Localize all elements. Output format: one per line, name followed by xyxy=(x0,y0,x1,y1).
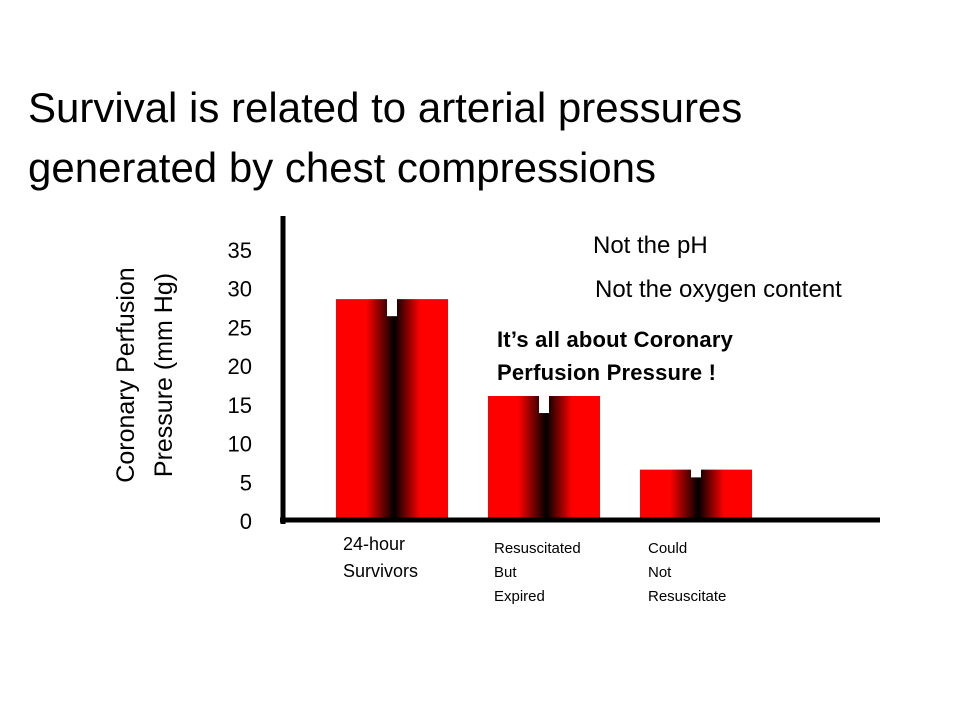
category-label: Could Not Resuscitate xyxy=(648,540,726,605)
bar-notch xyxy=(691,469,701,478)
y-tick-label: 30 xyxy=(228,277,252,302)
category-label-line: 24-hour xyxy=(343,534,405,554)
category-label-line: Expired xyxy=(494,588,545,605)
category-label-line: Resuscitated xyxy=(494,540,581,557)
y-tick-label: 15 xyxy=(228,393,252,418)
bar xyxy=(640,469,752,520)
category-label: 24-hour Survivors xyxy=(343,534,418,581)
y-tick-label: 35 xyxy=(228,238,252,263)
bar-notch xyxy=(387,298,397,317)
y-tick-label: 25 xyxy=(228,315,252,340)
y-tick-label: 20 xyxy=(228,354,252,379)
y-tick-label: 10 xyxy=(228,432,252,457)
slide-title-line-1: Survival is related to arterial pressure… xyxy=(28,84,743,131)
y-tick-label: 0 xyxy=(240,509,252,534)
y-axis-label-line-1: Coronary Perfusion xyxy=(112,267,140,482)
y-axis-label-line-2: Pressure (mm Hg) xyxy=(150,273,178,477)
note-not-ph: Not the pH xyxy=(593,232,708,259)
slide-title: Survival is related to arterial pressure… xyxy=(28,78,928,198)
category-label-line: Survivors xyxy=(343,561,418,581)
category-label-line: Could xyxy=(648,540,687,557)
emphasis-note-line-1: It’s all about Coronary xyxy=(497,327,734,352)
bar xyxy=(336,299,448,520)
category-label-line: But xyxy=(494,564,517,581)
slide-title-line-2: generated by chest compressions xyxy=(28,144,657,191)
category-label-line: Resuscitate xyxy=(648,588,726,605)
note-not-oxygen: Not the oxygen content xyxy=(595,276,842,303)
emphasis-note: It’s all about Coronary Perfusion Pressu… xyxy=(497,323,733,389)
y-axis-label: Coronary Perfusion Pressure (mm Hg) xyxy=(112,267,178,482)
y-axis-ticks: 0 5 10 15 20 25 30 35 xyxy=(228,238,252,534)
bar-notch xyxy=(539,395,549,414)
category-label-line: Not xyxy=(648,564,672,581)
bars xyxy=(336,298,752,520)
bar xyxy=(488,396,600,520)
category-label: Resuscitated But Expired xyxy=(494,540,581,605)
category-labels: 24-hour Survivors Resuscitated But Expired Co… xyxy=(343,534,726,605)
emphasis-note-line-2: Perfusion Pressure ! xyxy=(497,360,717,385)
y-tick-label: 5 xyxy=(240,470,252,495)
